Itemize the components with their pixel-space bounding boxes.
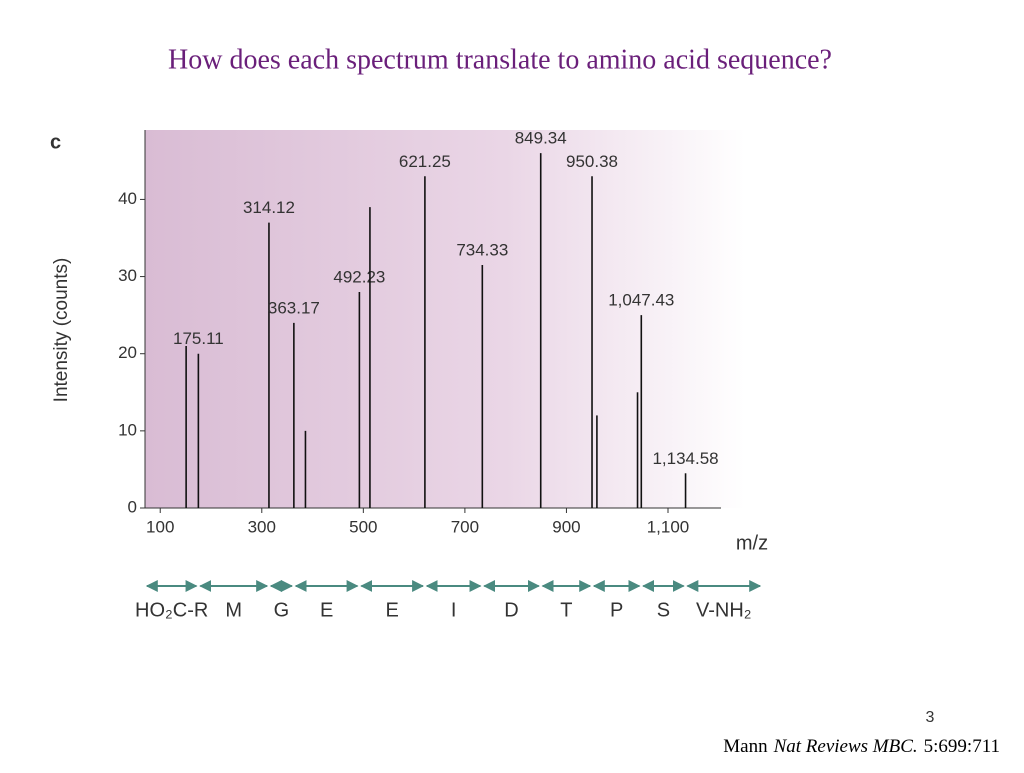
y-axis-label: Intensity (counts) <box>51 258 72 403</box>
citation-ref: 5:699:711 <box>924 736 1000 757</box>
peak-label: 734.33 <box>456 240 508 259</box>
residue-label: V-NH₂ <box>696 599 752 621</box>
y-tick-label: 0 <box>128 497 137 516</box>
page-number: 3 <box>926 709 935 726</box>
residue-label: G <box>274 599 290 621</box>
slide-title: How does each spectrum translate to amin… <box>168 44 832 75</box>
x-tick-label: 500 <box>349 517 377 536</box>
plot-background <box>145 130 745 508</box>
residue-label: S <box>657 599 670 621</box>
panel-label: c <box>50 131 61 153</box>
residue-label: E <box>385 599 398 621</box>
residue-label: T <box>560 599 572 621</box>
peak-label: 314.12 <box>243 198 295 217</box>
y-tick-label: 20 <box>118 343 137 362</box>
peak-label: 950.38 <box>566 152 618 171</box>
peak-label: 849.34 <box>515 129 567 148</box>
x-tick-label: 100 <box>146 517 174 536</box>
peak-label: 492.23 <box>333 267 385 286</box>
y-tick-label: 40 <box>118 189 137 208</box>
y-tick-label: 10 <box>118 420 137 439</box>
residue-label: E <box>320 599 333 621</box>
peak-label: 1,134.58 <box>652 449 718 468</box>
citation: Mann Nat Reviews MBC. 5:699:711 <box>723 736 1000 757</box>
residue-label: M <box>225 599 242 621</box>
x-tick-label: 300 <box>248 517 276 536</box>
x-tick-label: 900 <box>552 517 580 536</box>
residue-label: P <box>610 599 623 621</box>
peak-label: 175.11 <box>173 329 224 348</box>
citation-journal: Nat Reviews MBC. <box>773 736 918 757</box>
peak-label: 621.25 <box>399 152 451 171</box>
peak-label: 1,047.43 <box>608 291 674 310</box>
x-tick-label: 1,100 <box>647 517 690 536</box>
residue-label: HO₂C-R <box>135 599 208 621</box>
y-tick-label: 30 <box>118 266 137 285</box>
residue-label: I <box>451 599 457 621</box>
residue-label: D <box>504 599 518 621</box>
x-tick-label: 700 <box>451 517 479 536</box>
citation-author: Mann <box>723 736 768 757</box>
x-axis-label: m/z <box>736 532 768 554</box>
peak-label: 363.17 <box>268 298 320 317</box>
